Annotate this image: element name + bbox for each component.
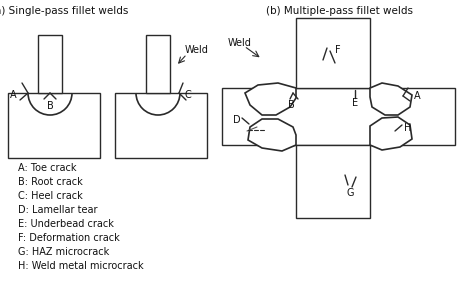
Text: B: Root crack: B: Root crack [18, 177, 83, 187]
Text: Weld: Weld [185, 45, 209, 55]
Text: G: HAZ microcrack: G: HAZ microcrack [18, 247, 109, 257]
Text: H: H [404, 123, 412, 133]
Text: (a) Single-pass fillet welds: (a) Single-pass fillet welds [0, 6, 129, 16]
Text: A: A [10, 90, 16, 100]
Polygon shape [8, 93, 100, 158]
Polygon shape [296, 145, 370, 218]
Text: H: Weld metal microcrack: H: Weld metal microcrack [18, 261, 144, 271]
Polygon shape [38, 35, 62, 93]
Text: D: D [233, 115, 241, 125]
Text: B: B [47, 101, 54, 111]
Text: A: Toe crack: A: Toe crack [18, 163, 76, 173]
Polygon shape [245, 83, 296, 115]
Polygon shape [370, 83, 412, 115]
Text: C: Heel crack: C: Heel crack [18, 191, 83, 201]
Text: E: E [352, 98, 358, 108]
Polygon shape [370, 117, 412, 150]
Text: Weld: Weld [228, 38, 252, 48]
Polygon shape [146, 35, 170, 93]
Text: C: C [185, 90, 191, 100]
Text: D: Lamellar tear: D: Lamellar tear [18, 205, 98, 215]
Text: F: Deformation crack: F: Deformation crack [18, 233, 120, 243]
Text: E: Underbead crack: E: Underbead crack [18, 219, 114, 229]
Polygon shape [222, 88, 455, 145]
Text: A: A [414, 91, 420, 101]
Text: (b) Multiple-pass fillet welds: (b) Multiple-pass fillet welds [266, 6, 413, 16]
Polygon shape [115, 93, 207, 158]
Polygon shape [248, 119, 296, 151]
Text: G: G [346, 188, 354, 198]
Text: B: B [288, 100, 294, 110]
Polygon shape [296, 18, 370, 88]
Text: F: F [335, 45, 341, 55]
